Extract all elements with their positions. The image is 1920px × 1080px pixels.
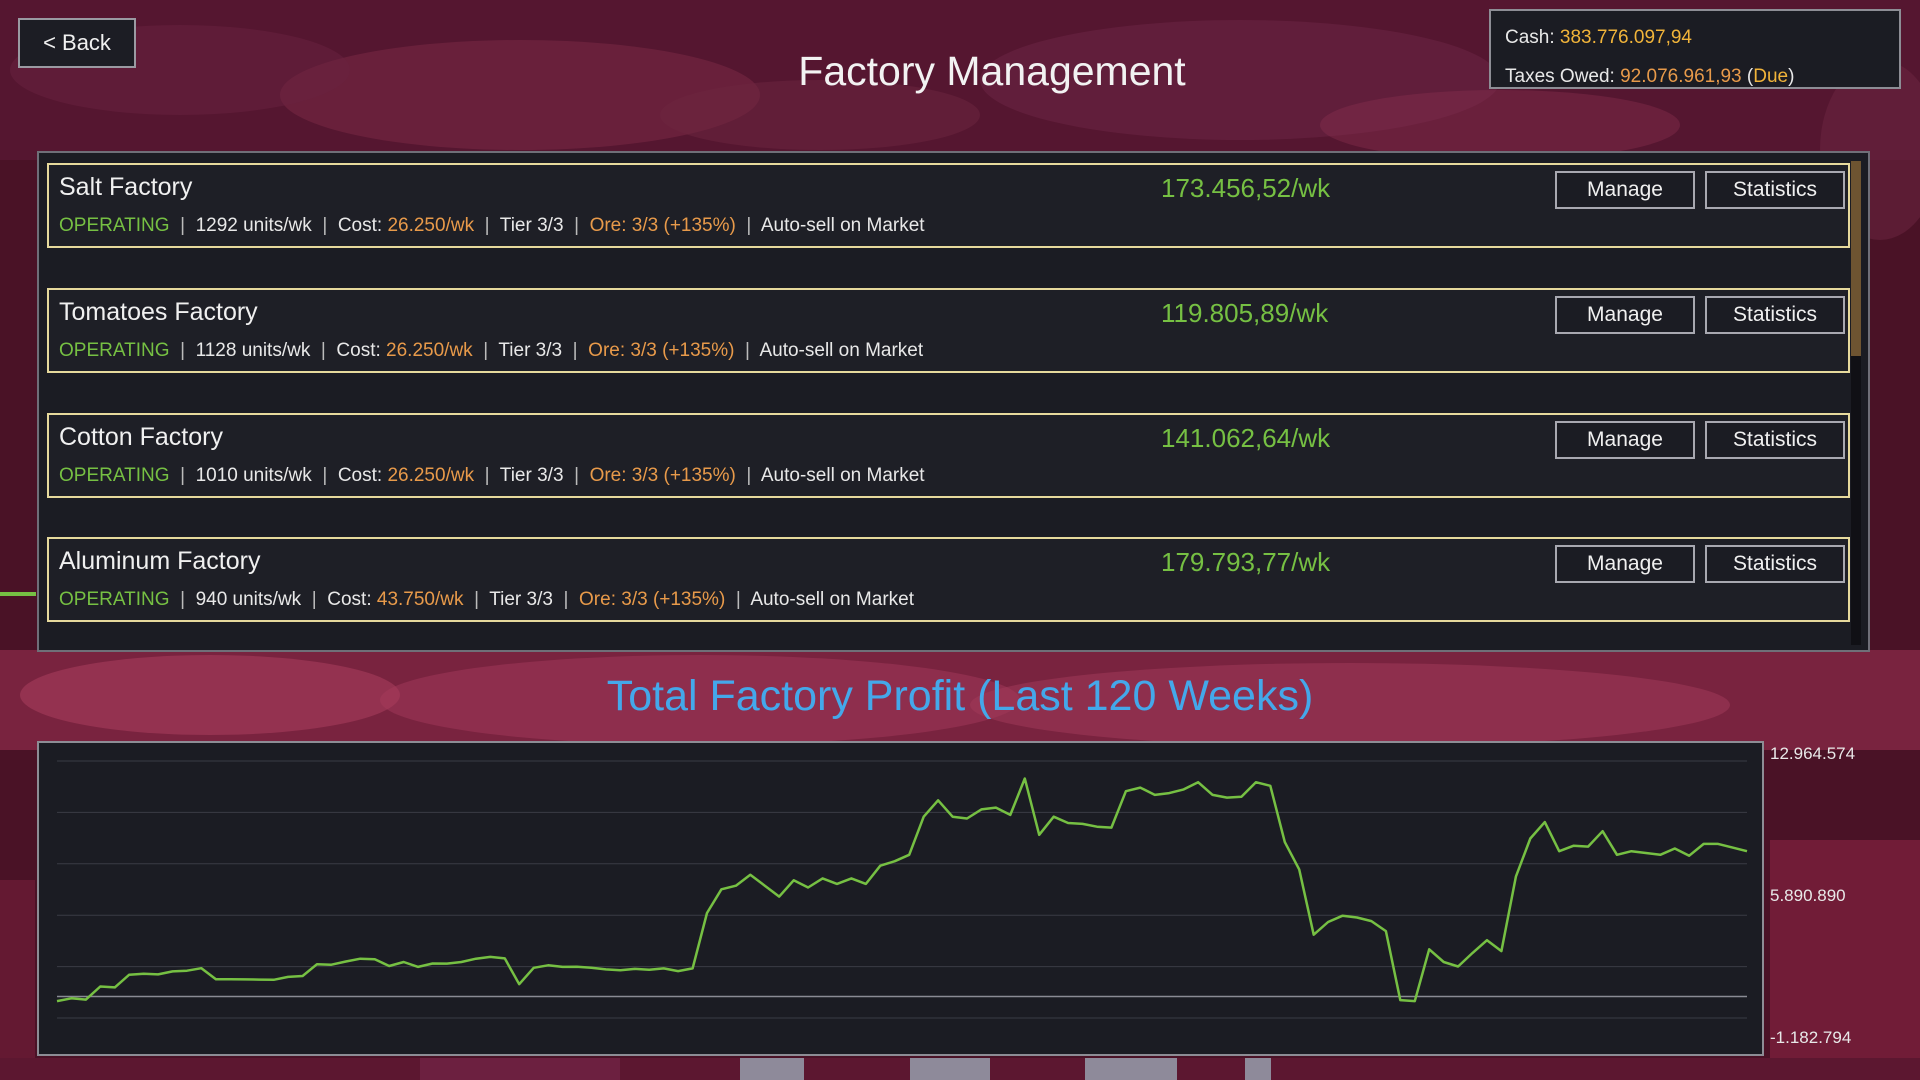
separator: |: [180, 589, 185, 610]
page-title: Factory Management: [798, 48, 1186, 94]
separator: |: [320, 340, 326, 361]
factory-ore: Ore: 3/3 (+135%): [589, 215, 736, 236]
separator: |: [180, 215, 185, 236]
finance-panel: Cash: 383.776.097,94 Taxes Owed: 92.076.…: [1489, 9, 1901, 89]
separator: |: [572, 340, 578, 361]
factory-income: 173.456,52/wk: [1161, 173, 1331, 203]
separator: |: [563, 589, 569, 610]
statistics-button[interactable]: Statistics: [1705, 545, 1845, 583]
separator: |: [574, 465, 580, 486]
separator: |: [180, 340, 185, 361]
profit-chart-plot: [56, 760, 1748, 1019]
back-button[interactable]: < Back: [18, 18, 136, 68]
factory-details: OPERATING | 1128 units/wk | Cost: 26.250…: [59, 340, 923, 362]
factory-income: 179.793,77/wk: [1161, 547, 1331, 577]
chart-title: Total Factory Profit (Last 120 Weeks): [606, 672, 1314, 720]
factory-card-3: Cotton Factory 141.062,64/wk OPERATING |…: [47, 413, 1850, 498]
factory-autosell: Auto-sell on Market: [760, 465, 925, 486]
factory-ore: Ore: 3/3 (+135%): [588, 340, 735, 361]
separator: |: [322, 215, 328, 236]
taxes-close-paren: ): [1788, 66, 1795, 87]
factory-status: OPERATING: [59, 340, 170, 361]
factory-details: OPERATING | 940 units/wk | Cost: 43.750/…: [59, 589, 914, 611]
manage-button[interactable]: Manage: [1555, 421, 1695, 459]
factory-tier: Tier 3/3: [499, 465, 564, 486]
factory-name: Tomatoes Factory: [59, 298, 258, 326]
profit-chart: [37, 741, 1764, 1056]
factory-name: Cotton Factory: [59, 423, 223, 451]
cash-value: 383.776.097,94: [1559, 27, 1692, 48]
factory-details: OPERATING | 1010 units/wk | Cost: 26.250…: [59, 465, 925, 487]
factory-tier: Tier 3/3: [498, 340, 563, 361]
taxes-open-paren: (: [1746, 66, 1754, 87]
map-marker-line: [0, 592, 36, 596]
factory-list[interactable]: Salt Factory 173.456,52/wk OPERATING | 1…: [37, 151, 1870, 652]
manage-button[interactable]: Manage: [1555, 545, 1695, 583]
factory-units: 1128 units/wk: [195, 340, 311, 361]
separator: |: [746, 465, 752, 486]
factory-tier: Tier 3/3: [489, 589, 553, 610]
factory-cost-label: Cost:: [327, 589, 372, 610]
cash-row: Cash: 383.776.097,94: [1505, 18, 1885, 57]
factory-ore: Ore: 3/3 (+135%): [579, 589, 726, 610]
taxes-label: Taxes Owed:: [1505, 66, 1615, 87]
manage-button[interactable]: Manage: [1555, 171, 1695, 209]
y-tick-label: 12.964.574: [1770, 744, 1856, 763]
factory-cost-label: Cost:: [337, 465, 383, 486]
factory-name: Aluminum Factory: [59, 547, 261, 575]
taxes-value: 92.076.961,93: [1620, 66, 1742, 87]
taxes-row: Taxes Owed: 92.076.961,93 (Due): [1505, 57, 1885, 96]
separator: |: [484, 215, 490, 236]
statistics-button[interactable]: Statistics: [1705, 171, 1845, 209]
factory-name: Salt Factory: [59, 173, 193, 201]
profit-series-line: [56, 777, 1748, 1003]
separator: |: [180, 465, 185, 486]
factory-cost: 26.250/wk: [387, 465, 475, 486]
factory-status: OPERATING: [59, 215, 170, 236]
factory-cost: 43.750/wk: [376, 589, 464, 610]
factory-details: OPERATING | 1292 units/wk | Cost: 26.250…: [59, 215, 925, 237]
factory-tier: Tier 3/3: [499, 215, 564, 236]
factory-cost: 26.250/wk: [387, 215, 475, 236]
factory-autosell: Auto-sell on Market: [750, 589, 914, 610]
scrollbar-thumb[interactable]: [1851, 161, 1861, 356]
factory-cost: 26.250/wk: [386, 340, 473, 361]
factory-autosell: Auto-sell on Market: [759, 340, 924, 361]
separator: |: [311, 589, 317, 610]
factory-status: OPERATING: [59, 589, 170, 610]
separator: |: [474, 589, 480, 610]
separator: |: [322, 465, 328, 486]
statistics-button[interactable]: Statistics: [1705, 421, 1845, 459]
factory-card-1: Salt Factory 173.456,52/wk OPERATING | 1…: [47, 163, 1850, 248]
separator: |: [745, 340, 750, 361]
factory-cost-label: Cost:: [336, 340, 381, 361]
separator: |: [735, 589, 741, 610]
factory-list-scrollbar[interactable]: [1851, 161, 1861, 645]
factory-autosell: Auto-sell on Market: [760, 215, 925, 236]
factory-ore: Ore: 3/3 (+135%): [589, 465, 736, 486]
factory-card-2: Tomatoes Factory 119.805,89/wk OPERATING…: [47, 288, 1850, 373]
cash-label: Cash:: [1505, 27, 1555, 48]
y-tick-label: 5.890.890: [1770, 886, 1846, 905]
separator: |: [483, 340, 489, 361]
statistics-button[interactable]: Statistics: [1705, 296, 1845, 334]
factory-units: 1292 units/wk: [195, 215, 312, 236]
factory-income: 119.805,89/wk: [1161, 298, 1329, 328]
separator: |: [484, 465, 490, 486]
factory-income: 141.062,64/wk: [1161, 423, 1331, 453]
factory-cost-label: Cost:: [337, 215, 383, 236]
separator: |: [574, 215, 580, 236]
manage-button[interactable]: Manage: [1555, 296, 1695, 334]
y-tick-label: -1.182.794: [1770, 1028, 1852, 1047]
factory-status: OPERATING: [59, 465, 170, 486]
taxes-status: Due: [1753, 66, 1789, 87]
factory-card-4: Aluminum Factory 179.793,77/wk OPERATING…: [47, 537, 1850, 622]
separator: |: [746, 215, 752, 236]
factory-units: 940 units/wk: [195, 589, 302, 610]
factory-units: 1010 units/wk: [195, 465, 312, 486]
